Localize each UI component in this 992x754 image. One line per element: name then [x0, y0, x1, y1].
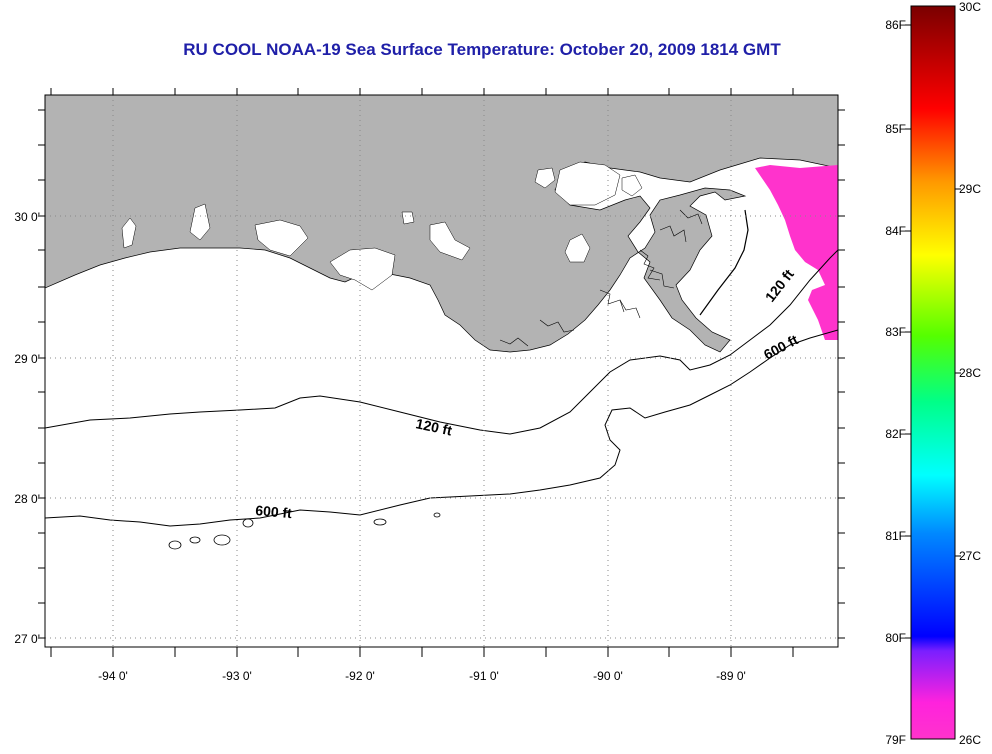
- cb-c-28: 28C: [959, 366, 981, 380]
- contour-label-600ft-west: 600 ft: [255, 502, 293, 521]
- delta-marsh: [499, 209, 703, 347]
- white-lake: [254, 219, 309, 257]
- contour-120ft: [45, 249, 838, 435]
- map-frame: [44, 94, 839, 648]
- cb-f-85: 85F: [885, 122, 906, 136]
- lat-label-28: 28 0': [14, 492, 40, 506]
- cb-c-27: 27C: [959, 549, 981, 563]
- lake-pontchartrain: [554, 161, 621, 206]
- calcasieu-lake: [121, 217, 137, 249]
- seamounts: [168, 512, 441, 550]
- axis-ticks: [38, 88, 845, 657]
- map-title: RU COOL NOAA-19 Sea Surface Temperature:…: [183, 40, 781, 59]
- lat-label-29: 29 0': [14, 352, 40, 366]
- colorbar-ticks: [905, 24, 961, 639]
- cb-f-84: 84F: [885, 224, 906, 238]
- contour-600ft: [45, 329, 838, 527]
- lon-label-94: -94 0': [98, 669, 128, 683]
- lat-label-27: 27 0': [14, 632, 40, 646]
- shelf-contour-inner: [699, 209, 749, 316]
- lon-label-92: -92 0': [345, 669, 375, 683]
- lon-label-89: -89 0': [716, 669, 746, 683]
- lon-label-91: -91 0': [469, 669, 499, 683]
- lake-small: [401, 211, 415, 225]
- lake-west: [534, 167, 556, 189]
- map-area: [45, 95, 838, 647]
- vermilion-bay: [329, 247, 396, 291]
- graticule: [45, 95, 838, 647]
- cb-c-26: 26C: [959, 733, 981, 747]
- lake-east-b: [564, 233, 591, 263]
- cb-f-83: 83F: [885, 325, 906, 339]
- lake-maurepas: [621, 174, 643, 197]
- cb-f-81: 81F: [885, 529, 906, 543]
- lon-label-93: -93 0': [222, 669, 252, 683]
- cb-c-30: 30C: [959, 0, 981, 14]
- colorbar: [910, 5, 956, 740]
- contour-label-120ft-west: 120 ft: [414, 415, 453, 438]
- grand-lake: [189, 203, 211, 241]
- cb-c-29: 29C: [959, 182, 981, 196]
- lat-label-30: 30 0': [14, 210, 40, 224]
- cb-f-80: 80F: [885, 631, 906, 645]
- sst-patch: [755, 165, 838, 340]
- cb-f-82: 82F: [885, 427, 906, 441]
- cb-f-79: 79F: [885, 733, 906, 747]
- lake-east-a: [429, 221, 471, 261]
- lon-label-90: -90 0': [593, 669, 623, 683]
- cb-f-86: 86F: [885, 18, 906, 32]
